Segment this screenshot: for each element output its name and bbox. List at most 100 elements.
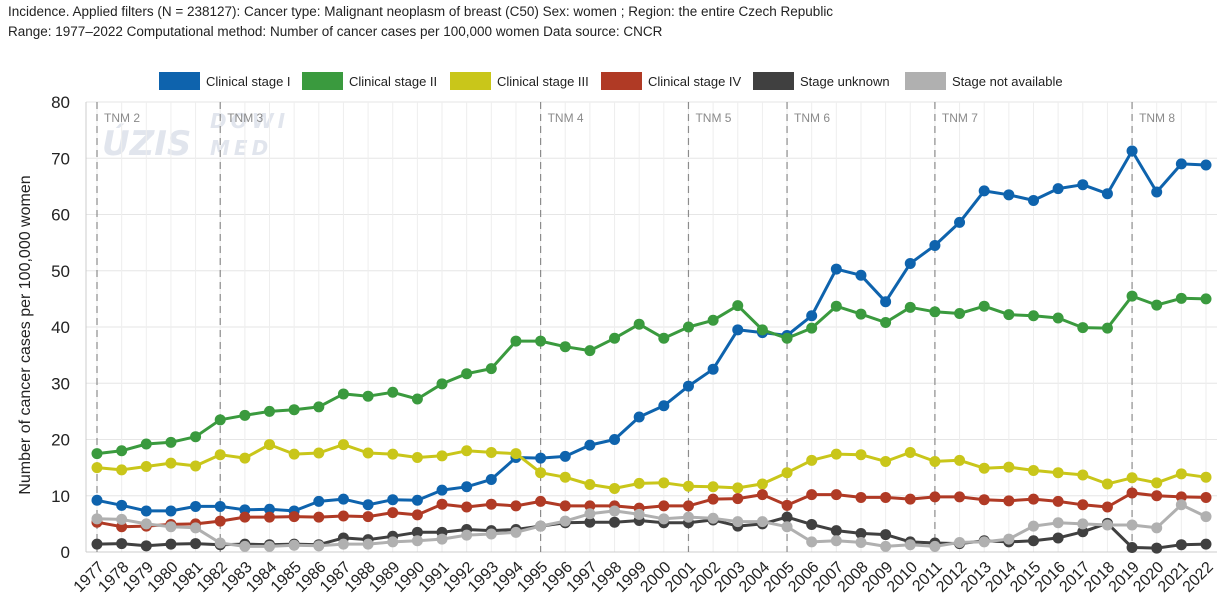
data-point (91, 448, 103, 460)
y-axis-title: Number of cancer cases per 100,000 women (17, 175, 34, 494)
data-point (1077, 499, 1089, 511)
legend-label: Clinical stage I (206, 74, 291, 89)
data-point (559, 500, 571, 512)
data-point (1126, 519, 1138, 531)
data-point (264, 511, 276, 523)
data-point (904, 539, 916, 551)
data-point (1126, 487, 1138, 499)
data-point (855, 449, 867, 461)
data-point (855, 269, 867, 281)
tnm-period-label: TNM 2 (104, 111, 140, 125)
y-tick-label: 70 (51, 149, 70, 168)
data-point (1003, 533, 1015, 545)
data-point (337, 538, 349, 550)
data-point (1200, 491, 1212, 503)
data-point (1003, 309, 1015, 321)
data-point (855, 308, 867, 320)
data-point (954, 454, 966, 466)
data-point (658, 400, 670, 412)
data-point (1151, 542, 1163, 554)
data-point (1077, 322, 1089, 334)
data-point (781, 332, 793, 344)
data-point (485, 363, 497, 375)
data-point (461, 481, 473, 493)
legend-swatch (450, 72, 491, 90)
data-point (978, 494, 990, 506)
data-point (165, 521, 177, 533)
data-point (1027, 493, 1039, 505)
data-point (880, 529, 892, 541)
data-point (682, 480, 694, 492)
data-point (362, 511, 374, 523)
data-point (830, 300, 842, 312)
data-point (337, 493, 349, 505)
data-point (337, 388, 349, 400)
data-point (1003, 189, 1015, 201)
data-point (658, 513, 670, 525)
data-point (362, 538, 374, 550)
data-point (633, 411, 645, 423)
data-point (1052, 312, 1064, 324)
data-point (1200, 293, 1212, 305)
data-point (904, 446, 916, 458)
data-point (1200, 538, 1212, 550)
data-point (954, 536, 966, 548)
data-point (510, 335, 522, 347)
data-point (91, 513, 103, 525)
data-point (1151, 477, 1163, 489)
data-point (929, 540, 941, 552)
tnm-period-label: TNM 7 (942, 111, 978, 125)
data-point (91, 494, 103, 506)
data-point (609, 516, 621, 528)
series-line-2 (96, 443, 1207, 490)
data-point (313, 540, 325, 552)
data-point (1003, 495, 1015, 507)
data-point (633, 477, 645, 489)
data-point (1175, 499, 1187, 511)
data-point (1200, 159, 1212, 171)
data-point (1052, 532, 1064, 544)
data-point (510, 526, 522, 538)
y-tick-label: 10 (51, 487, 70, 506)
data-point (806, 322, 818, 334)
data-point (362, 390, 374, 402)
data-point (116, 464, 128, 476)
data-point (756, 324, 768, 336)
data-point (165, 505, 177, 517)
data-point (1151, 186, 1163, 198)
legend-swatch (159, 72, 200, 90)
data-point (707, 363, 719, 375)
data-point (1052, 183, 1064, 195)
filter-description: Incidence. Applied filters (N = 238127):… (8, 4, 834, 19)
data-point (756, 516, 768, 528)
data-point (904, 257, 916, 269)
data-point (264, 439, 276, 451)
y-tick-label: 80 (51, 93, 70, 112)
watermark-sub-text-2: MED (210, 136, 272, 160)
data-point (214, 537, 226, 549)
data-point (609, 505, 621, 517)
data-point (1175, 539, 1187, 551)
data-point (362, 447, 374, 459)
data-point (658, 500, 670, 512)
data-point (732, 516, 744, 528)
watermark-sub-text-1: DOWI (210, 109, 289, 133)
y-tick-label: 0 (61, 543, 70, 562)
data-point (1027, 310, 1039, 322)
data-point (1200, 511, 1212, 523)
data-point (781, 467, 793, 479)
data-point (682, 380, 694, 392)
data-point (732, 300, 744, 312)
data-point (584, 508, 596, 520)
data-point (387, 494, 399, 506)
data-point (559, 515, 571, 527)
data-point (1027, 194, 1039, 206)
data-point (165, 538, 177, 550)
data-point (485, 498, 497, 510)
data-point (140, 518, 152, 530)
data-point (1126, 290, 1138, 302)
data-point (264, 540, 276, 552)
data-point (116, 499, 128, 511)
data-point (140, 438, 152, 450)
legend-label: Clinical stage III (497, 74, 589, 89)
